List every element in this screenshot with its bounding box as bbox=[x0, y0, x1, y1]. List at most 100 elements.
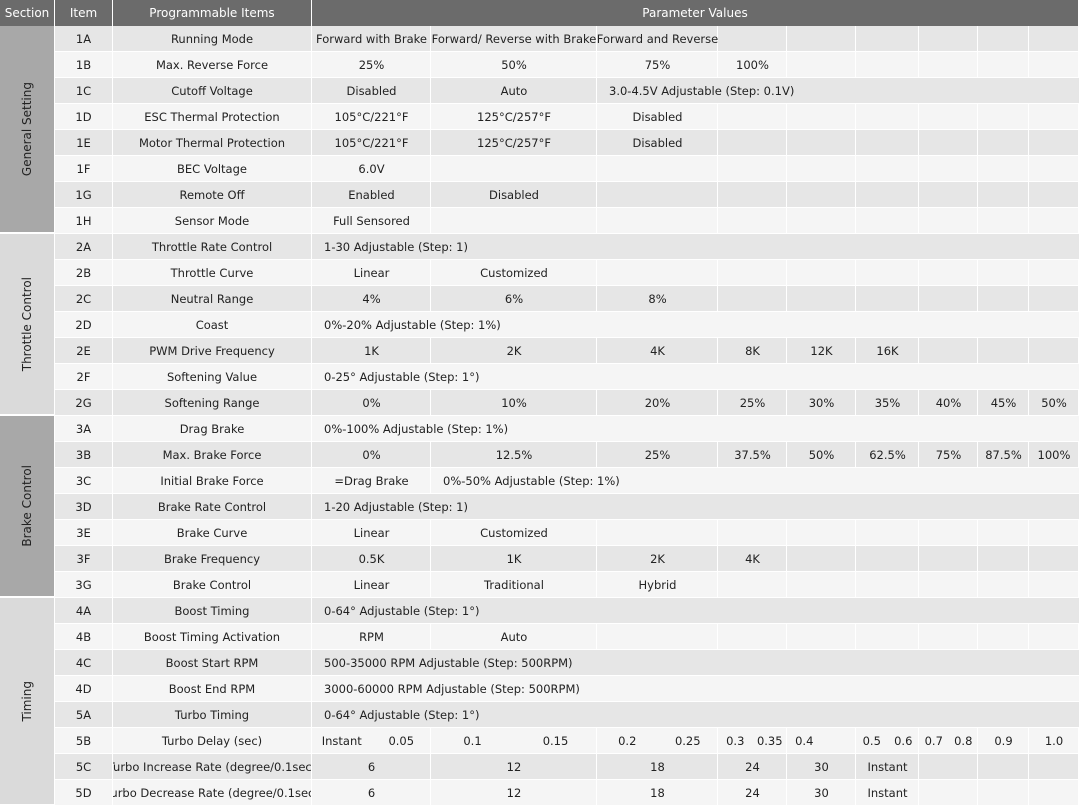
value-text: 30 bbox=[814, 760, 829, 774]
row-background bbox=[55, 520, 1079, 546]
item-cell: 5D bbox=[55, 780, 113, 806]
value-cell bbox=[1029, 130, 1079, 156]
value-cell bbox=[978, 754, 1029, 780]
value-cell bbox=[718, 520, 787, 546]
value-cell bbox=[431, 286, 597, 312]
value-text: 4% bbox=[362, 292, 381, 306]
value-cell bbox=[856, 442, 919, 468]
value-cell bbox=[856, 286, 919, 312]
row-background bbox=[55, 130, 1079, 156]
row-background bbox=[55, 208, 1079, 234]
value-text: 12K bbox=[810, 344, 833, 358]
row-background bbox=[55, 260, 1079, 286]
name-cell: Coast bbox=[113, 312, 312, 338]
value-cell bbox=[978, 52, 1029, 78]
value-cell bbox=[787, 728, 856, 754]
value-text: 100% bbox=[736, 58, 769, 72]
value-text: 24 bbox=[745, 760, 760, 774]
value-text: 3.0-4.5V Adjustable (Step: 0.1V) bbox=[609, 84, 795, 98]
value-text: Disabled bbox=[346, 84, 397, 98]
item-cell: 5A bbox=[55, 702, 113, 728]
value-text: 50% bbox=[501, 58, 527, 72]
value-cell bbox=[718, 338, 787, 364]
value-cell bbox=[312, 494, 1079, 520]
value-text: Forward with Brake bbox=[316, 32, 427, 46]
value-text: 35% bbox=[874, 396, 901, 410]
value-cell bbox=[1029, 546, 1079, 572]
row-background bbox=[55, 312, 1079, 338]
value-cell bbox=[856, 26, 919, 52]
item-cell: 3B bbox=[55, 442, 113, 468]
name-cell: Boost Timing Activation bbox=[113, 624, 312, 650]
name-cell: Neutral Range bbox=[113, 286, 312, 312]
value-cell bbox=[718, 624, 787, 650]
item-cell: 3C bbox=[55, 468, 113, 494]
value-cell bbox=[312, 390, 431, 416]
row-background bbox=[55, 728, 1079, 754]
value-cell bbox=[787, 182, 856, 208]
item-cell: 2E bbox=[55, 338, 113, 364]
header-cell: Item bbox=[55, 0, 113, 26]
value-cell bbox=[718, 754, 787, 780]
name-cell: Brake Frequency bbox=[113, 546, 312, 572]
value-text: 4K bbox=[745, 552, 760, 566]
value-text: Auto bbox=[500, 630, 528, 644]
value-cell bbox=[1029, 754, 1079, 780]
value-cell bbox=[856, 338, 919, 364]
name-cell: Turbo Increase Rate (degree/0.1sec) bbox=[113, 754, 312, 780]
value-text: 105°C/221°F bbox=[334, 136, 409, 150]
value-cell bbox=[312, 650, 1079, 676]
value-cell bbox=[856, 546, 919, 572]
section-label: Brake Control bbox=[0, 416, 55, 598]
row-background bbox=[55, 468, 1079, 494]
name-cell: ESC Thermal Protection bbox=[113, 104, 312, 130]
value-text: 0.7 bbox=[924, 734, 943, 748]
item-cell: 1A bbox=[55, 26, 113, 52]
value-cell bbox=[312, 130, 431, 156]
value-cell bbox=[312, 78, 431, 104]
value-text: 500-35000 RPM Adjustable (Step: 500RPM) bbox=[324, 656, 573, 670]
value-text: 6 bbox=[367, 786, 376, 800]
value-cell bbox=[1029, 338, 1079, 364]
value-cell bbox=[978, 26, 1029, 52]
value-text: 4K bbox=[650, 344, 665, 358]
value-text: 0.25 bbox=[674, 734, 701, 748]
row-background bbox=[55, 104, 1079, 130]
section-text: Throttle Control bbox=[20, 276, 34, 372]
value-text: Linear bbox=[353, 578, 390, 592]
value-cell bbox=[787, 754, 856, 780]
value-cell bbox=[718, 390, 787, 416]
item-cell: 2A bbox=[55, 234, 113, 260]
value-text: Enabled bbox=[348, 188, 395, 202]
value-cell bbox=[431, 338, 597, 364]
value-cell bbox=[978, 520, 1029, 546]
value-cell bbox=[787, 520, 856, 546]
value-text: 6 bbox=[367, 760, 376, 774]
item-cell: 5B bbox=[55, 728, 113, 754]
value-cell bbox=[718, 104, 787, 130]
value-cell bbox=[919, 156, 978, 182]
name-cell: Throttle Curve bbox=[113, 260, 312, 286]
value-cell bbox=[919, 26, 978, 52]
value-text: 6% bbox=[504, 292, 524, 306]
value-cell bbox=[978, 390, 1029, 416]
value-text: Hybrid bbox=[638, 578, 677, 592]
value-cell bbox=[787, 156, 856, 182]
value-cell bbox=[312, 182, 431, 208]
value-cell bbox=[312, 26, 431, 52]
value-cell bbox=[431, 26, 597, 52]
value-cell bbox=[787, 780, 856, 806]
value-cell bbox=[597, 338, 718, 364]
value-text: 12 bbox=[506, 760, 522, 774]
value-cell bbox=[597, 78, 1079, 104]
value-text: 105°C/221°F bbox=[334, 110, 409, 124]
value-text: 2K bbox=[506, 344, 522, 358]
value-cell bbox=[718, 208, 787, 234]
value-cell bbox=[312, 156, 431, 182]
row-background bbox=[55, 624, 1079, 650]
value-text: Auto bbox=[500, 84, 528, 98]
item-cell: 3A bbox=[55, 416, 113, 442]
value-cell bbox=[787, 260, 856, 286]
item-cell: 1H bbox=[55, 208, 113, 234]
value-cell bbox=[1029, 260, 1079, 286]
